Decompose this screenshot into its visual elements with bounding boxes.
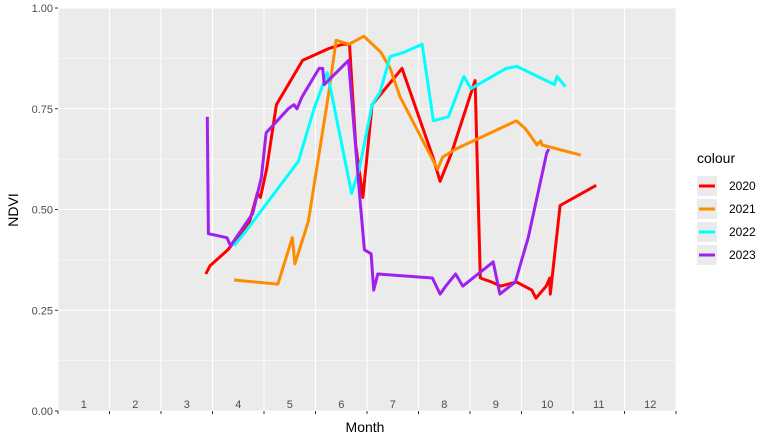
x-axis: 1 2 3 4 5 6 7 8 9 10 11 12 — [57, 399, 677, 414]
legend-label-2021: 2021 — [729, 202, 756, 216]
series-line-2020 — [204, 42, 597, 300]
legend-label-2022: 2022 — [729, 225, 756, 239]
x-tick-label: 9 — [493, 399, 499, 411]
x-tick-label: 7 — [390, 399, 396, 411]
legend-title: colour — [697, 150, 735, 166]
y-axis: 0.00 0.25 0.50 0.75 1.00 — [32, 3, 58, 418]
x-tick-label: 10 — [541, 399, 553, 411]
y-tick-label: 1.00 — [32, 3, 53, 15]
series-lines — [204, 34, 597, 300]
series-line-2022 — [232, 42, 567, 247]
legend-label-2020: 2020 — [729, 179, 756, 193]
x-tick-label: 5 — [287, 399, 293, 411]
legend-label-2023: 2023 — [729, 248, 756, 262]
x-axis-title: Month — [346, 419, 385, 435]
x-tick-label: 1 — [81, 399, 87, 411]
x-tick-label: 3 — [184, 399, 190, 411]
y-axis-title: NDVI — [5, 193, 21, 226]
series-line-2023 — [205, 58, 551, 296]
x-tick-label: 12 — [644, 399, 656, 411]
y-tick-label: 0.75 — [32, 104, 53, 116]
x-tick-label: 8 — [441, 399, 447, 411]
y-tick-label: 0.00 — [32, 406, 53, 418]
series-line-2021 — [233, 34, 582, 286]
y-tick-label: 0.50 — [32, 205, 53, 217]
x-tick-label: 11 — [593, 399, 604, 411]
x-tick-label: 2 — [132, 399, 138, 411]
x-tick-label: 4 — [235, 399, 241, 411]
y-tick-label: 0.25 — [32, 305, 53, 317]
legend: colour 2020 2021 2022 2023 — [697, 150, 756, 265]
x-tick-label: 6 — [338, 399, 344, 411]
